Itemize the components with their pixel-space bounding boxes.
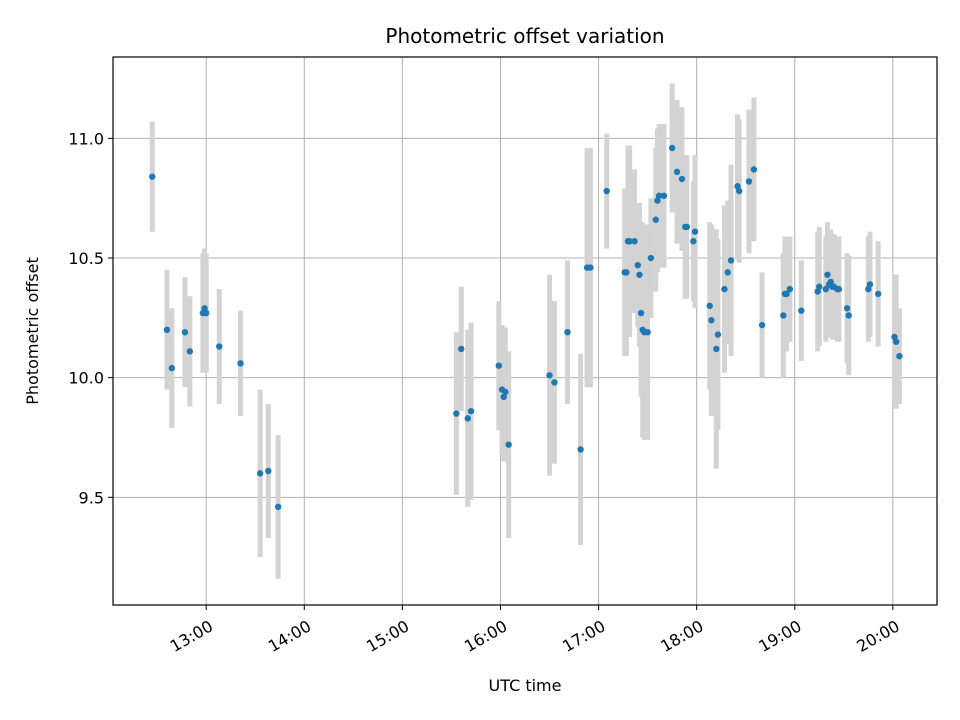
chart-title: Photometric offset variation — [385, 24, 664, 48]
data-point — [668, 144, 676, 152]
data-point — [647, 254, 655, 262]
data-point — [186, 348, 194, 355]
data-point — [149, 173, 156, 180]
data-point — [758, 321, 766, 329]
data-point — [202, 309, 210, 317]
data-point — [505, 441, 512, 448]
data-point — [750, 166, 758, 173]
data-point — [683, 223, 691, 231]
y-axis-title: Photometric offset — [23, 257, 42, 405]
data-points — [149, 144, 903, 511]
data-point — [786, 285, 794, 293]
data-point — [724, 269, 731, 276]
data-point — [636, 271, 643, 278]
y-tick-label: 10.5 — [68, 249, 104, 268]
data-point — [458, 345, 465, 353]
y-tick-label: 11.0 — [68, 129, 104, 148]
y-tick-label: 10.0 — [68, 369, 104, 388]
data-point — [502, 388, 509, 396]
data-point — [690, 238, 697, 245]
data-point — [168, 364, 176, 372]
data-point — [783, 290, 790, 298]
data-point — [453, 410, 460, 417]
data-point — [721, 285, 728, 293]
data-point — [866, 281, 874, 288]
data-point — [822, 285, 830, 293]
data-point — [780, 312, 787, 319]
data-point — [745, 178, 753, 185]
data-point — [892, 338, 900, 345]
data-point — [564, 328, 571, 336]
grid-lines — [113, 57, 937, 605]
data-point — [163, 326, 171, 334]
data-point — [816, 283, 823, 290]
data-point — [798, 307, 805, 314]
data-point — [678, 175, 686, 183]
data-point — [835, 285, 843, 293]
data-point — [274, 503, 282, 511]
data-point — [577, 446, 584, 453]
data-point — [727, 257, 735, 264]
data-point — [634, 261, 642, 269]
data-point — [464, 415, 471, 422]
data-point — [713, 345, 720, 353]
data-point — [546, 372, 553, 379]
y-tick-label: 9.5 — [79, 488, 104, 507]
data-point — [644, 328, 651, 336]
data-point — [467, 407, 475, 415]
data-point — [652, 216, 659, 223]
data-point — [587, 264, 594, 271]
data-point — [843, 305, 851, 312]
data-point — [874, 290, 882, 298]
data-point — [691, 228, 699, 235]
data-point — [626, 238, 633, 245]
data-point — [735, 187, 743, 195]
data-point — [655, 192, 663, 199]
data-point — [706, 302, 713, 310]
data-point — [631, 238, 638, 245]
data-point — [896, 352, 903, 360]
data-point — [551, 379, 558, 386]
data-point — [673, 168, 681, 176]
data-point — [265, 467, 272, 475]
data-point — [216, 343, 223, 350]
data-point — [181, 328, 189, 336]
data-point — [623, 269, 630, 276]
data-point — [824, 271, 831, 278]
data-point — [845, 312, 852, 319]
data-point — [637, 309, 645, 317]
data-point — [603, 187, 610, 195]
plot-frame — [112, 56, 938, 606]
data-point — [495, 362, 503, 369]
data-point — [256, 470, 264, 477]
data-point — [237, 360, 244, 367]
data-point — [714, 331, 722, 338]
data-point — [660, 192, 668, 199]
data-point — [708, 317, 715, 324]
x-axis-title: UTC time — [489, 676, 562, 695]
